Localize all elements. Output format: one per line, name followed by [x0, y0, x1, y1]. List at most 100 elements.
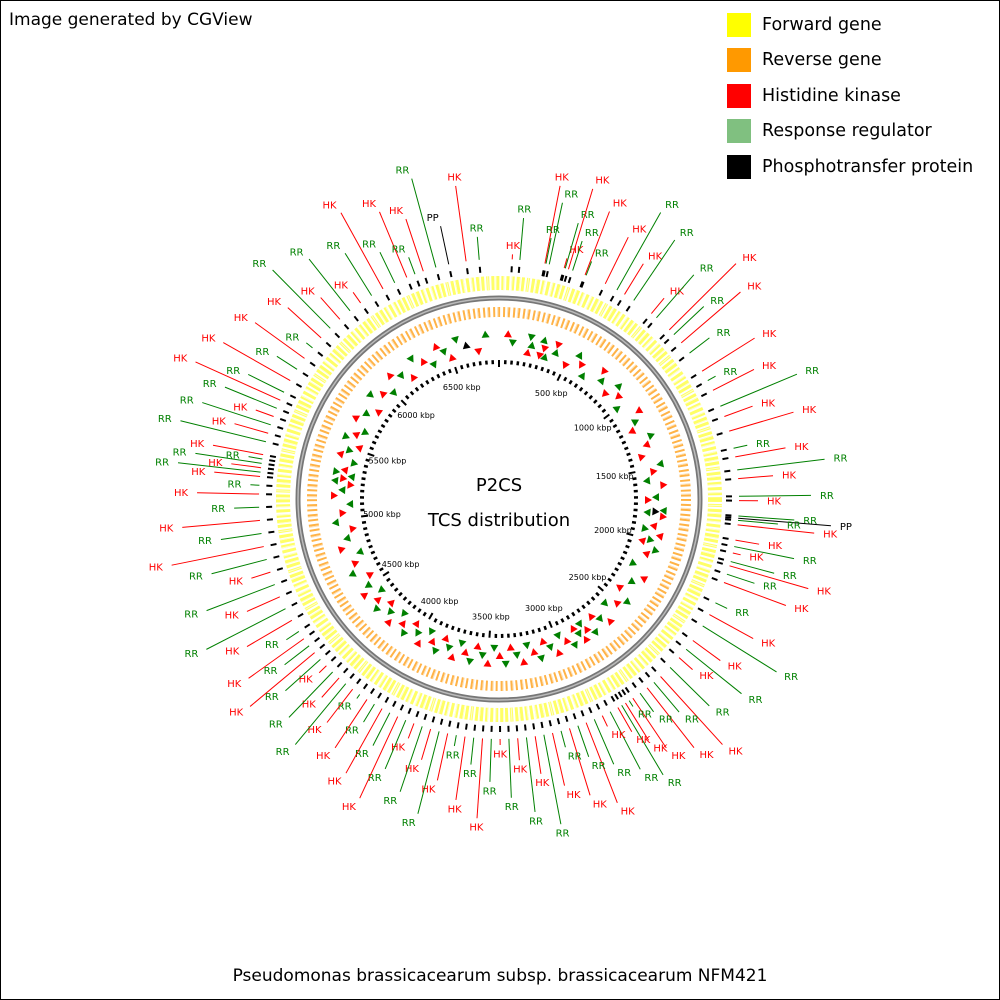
callout-label-hk: HK	[782, 470, 797, 481]
callout-label-hk: HK	[768, 541, 783, 552]
callout-line-hk	[340, 212, 384, 290]
tcs-arrow-hk	[536, 351, 545, 360]
callout-label-rr: RR	[211, 504, 225, 515]
minor-tick	[371, 440, 377, 445]
minor-tick	[583, 390, 589, 396]
minor-tick	[519, 632, 523, 637]
feature-tick-hk	[580, 710, 585, 717]
callout-label-hk: HK	[191, 467, 206, 478]
callout-label-hk: HK	[334, 280, 349, 291]
tcs-arrow-hk	[449, 353, 457, 362]
feature-tick-rr	[314, 637, 321, 643]
minor-tick	[379, 567, 384, 572]
minor-tick	[620, 556, 625, 561]
reverse-gene-track	[307, 307, 691, 691]
callout-line-hk	[254, 322, 305, 359]
tcs-arrow-hk	[352, 415, 361, 423]
callout-line-rr	[639, 692, 654, 713]
tcs-arrow-hk	[375, 409, 384, 417]
major-tick	[367, 452, 375, 457]
tcs-arrow-hk	[347, 480, 355, 489]
minor-tick	[609, 418, 614, 423]
feature-tick-hk	[369, 688, 375, 695]
minor-tick	[632, 514, 638, 518]
feature-tick-rr	[678, 356, 685, 362]
tcs-arrow-rr	[553, 631, 561, 640]
tcs-arrow-hk	[495, 651, 504, 660]
tcs-arrow-hk	[556, 649, 564, 657]
feature-tick-rr	[267, 471, 274, 475]
kbp-tick-label: 2000 kbp	[594, 526, 632, 535]
feature-tick-hk	[668, 648, 675, 654]
tcs-arrow-rr	[527, 333, 536, 342]
callout-line-hk	[567, 188, 594, 270]
callout-line-hk	[668, 263, 737, 331]
callout-line-rr	[206, 608, 286, 650]
tcs-arrow-hk	[339, 509, 347, 518]
callout-line-hk	[732, 552, 741, 556]
major-tick	[454, 366, 459, 375]
tcs-arrow-rr	[348, 569, 357, 577]
tcs-arrow-rr	[432, 646, 440, 655]
callout-label-rr: RR	[585, 228, 599, 239]
minor-tick	[603, 582, 609, 587]
callout-label-rr: RR	[252, 259, 266, 270]
feature-tick-rr	[416, 280, 421, 287]
tcs-arrow-rr	[389, 388, 398, 396]
callout-line-rr	[399, 726, 423, 792]
tcs-arrow-rr	[501, 660, 510, 668]
minor-tick	[375, 561, 381, 566]
callout-label-rr: RR	[470, 223, 484, 234]
callout-line-hk	[729, 411, 794, 432]
feature-tick-rr	[272, 442, 279, 446]
callout-label-hk: HK	[670, 287, 685, 298]
callout-label-hk: HK	[323, 200, 338, 211]
minor-tick	[623, 446, 629, 451]
callout-label-hk: HK	[201, 334, 216, 345]
tcs-arrow-hk	[613, 600, 622, 608]
feature-tick-rr	[392, 700, 397, 707]
feature-tick-rr	[631, 682, 637, 689]
tcs-arrow-hk	[460, 648, 469, 657]
tcs-arrow-rr	[347, 473, 356, 482]
minor-tick	[586, 600, 591, 606]
callout-label-hk: HK	[595, 176, 610, 187]
feature-tick-rr	[407, 707, 412, 715]
minor-tick	[571, 611, 576, 617]
tcs-arrow-hk	[520, 658, 529, 666]
feature-tick-rr	[317, 351, 324, 357]
tcs-arrow-rr	[346, 500, 354, 509]
tcs-arrow-rr	[595, 614, 603, 622]
tcs-arrow-rr	[612, 405, 621, 414]
major-tick	[428, 612, 434, 620]
callout-line-hk	[246, 596, 281, 612]
callout-label-hk: HK	[493, 749, 508, 760]
callout-label-rr: RR	[517, 205, 531, 216]
tcs-arrow-rr	[331, 476, 339, 485]
callout-label-hk: HK	[469, 823, 484, 834]
callout-label-rr: RR	[680, 228, 694, 239]
feature-tick-hk	[722, 536, 729, 540]
callout-line-rr	[250, 484, 260, 486]
feature-tick-hk	[266, 476, 274, 479]
callout-line-hk	[712, 369, 755, 391]
feature-tick-hk	[617, 691, 623, 698]
tcs-arrow-rr	[508, 339, 517, 347]
tcs-arrow-rr	[341, 431, 350, 440]
tcs-arrow-rr	[490, 644, 499, 652]
callout-line-hk	[738, 475, 774, 480]
callout-label-rr: RR	[362, 240, 376, 251]
minor-tick	[472, 362, 476, 367]
callout-line-rr	[288, 671, 333, 718]
callout-line-hk	[646, 687, 695, 748]
feature-tick-rr	[542, 270, 546, 277]
tcs-arrow-rr	[622, 597, 631, 605]
feature-tick-rr	[439, 718, 444, 725]
tcs-arrow-hk	[637, 453, 646, 462]
feature-tick-rr	[304, 623, 311, 629]
callout-label-rr: RR	[638, 710, 652, 721]
callout-label-rr: RR	[723, 367, 737, 378]
minor-tick	[445, 623, 449, 629]
callout-line-rr	[621, 705, 664, 776]
